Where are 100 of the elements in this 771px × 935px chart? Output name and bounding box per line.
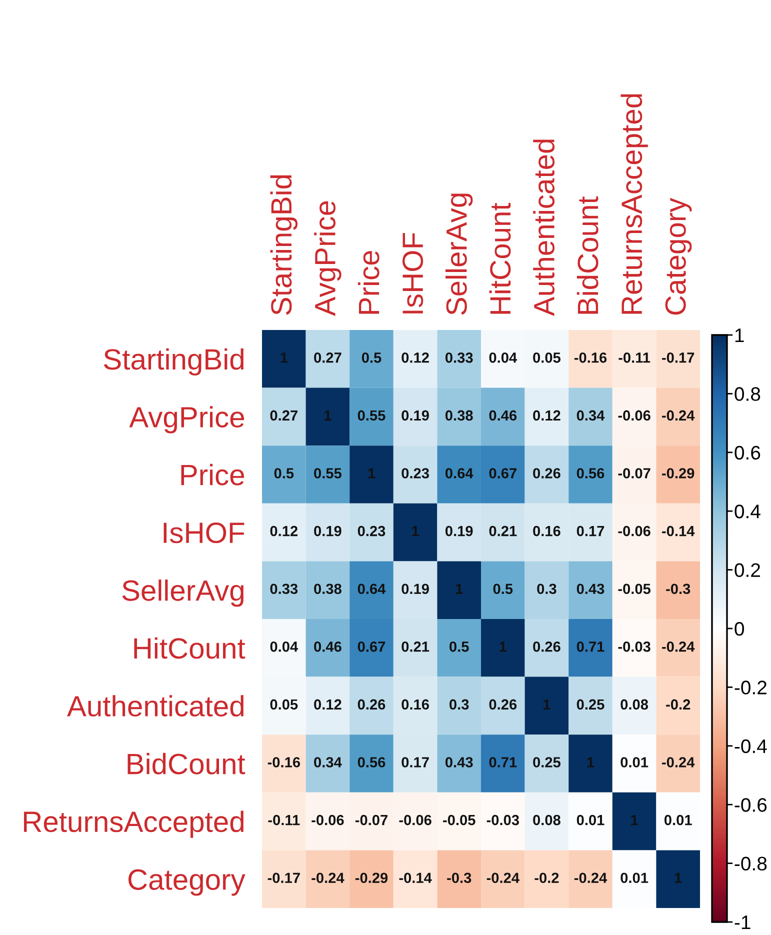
data-label: 1 [587,757,594,768]
data-label: 0.26 [533,468,560,478]
data-label: -0.3 [666,584,690,594]
data-label: -0.16 [268,757,300,768]
data-label: 0.26 [489,699,517,710]
data-label: 1 [631,815,638,826]
y-tick-label: SellerAvg [122,580,244,607]
data-label: -0.07 [355,814,388,826]
data-label: 0.16 [533,526,560,536]
data-label: 0.27 [314,352,342,363]
data-label: 0.67 [358,641,386,652]
data-label: 0.3 [450,699,469,710]
data-label: 0.71 [489,757,517,768]
y-tick-label: Authenticated [67,695,244,717]
x-tick-label: BidCount [576,196,598,314]
data-label: -0.29 [662,468,694,478]
data-label: 0.56 [576,468,604,478]
data-label: -0.03 [486,814,519,826]
data-label: -0.16 [574,352,607,363]
data-label: 0.3 [537,584,556,594]
data-label: 0.23 [358,526,386,536]
data-label: 0.21 [402,641,430,652]
x-tick-label: Authenticated [533,140,555,316]
data-label: 0.19 [314,526,342,536]
color-bar-label: -0.4 [734,739,767,754]
data-label: 0.17 [402,757,429,768]
x-tick-label: HitCount [489,202,511,314]
data-label: 0.5 [493,584,513,594]
data-label: 0.08 [533,814,560,826]
data-label: 0.64 [445,468,474,478]
data-label: 0.19 [402,584,429,594]
x-tick-label: AvgPrice [314,201,342,316]
data-label: 0.67 [489,468,516,478]
data-label: 0.27 [270,410,298,421]
y-tick-label: IsHOF [164,522,244,544]
color-bar-label: 0.2 [734,563,760,578]
y-tick-label: BidCount [128,752,246,774]
data-label: 1 [500,642,507,652]
data-label: 0.19 [402,410,429,421]
data-label: 0.04 [270,641,298,652]
data-label: 1 [544,699,550,710]
data-label: -0.24 [312,872,344,884]
data-label: 0.56 [358,757,386,768]
color-bar-label: 0.8 [734,387,760,401]
data-label: 0.38 [445,410,473,421]
data-label: 0.55 [358,410,386,421]
data-label: 0.23 [402,468,429,478]
data-label: 0.5 [274,468,294,478]
data-label: -0.14 [399,872,432,884]
color-bar-label: 0.6 [734,446,760,460]
data-label: -0.29 [355,872,388,884]
data-label: 1 [412,526,419,536]
y-tick-label: ReturnsAccepted [24,810,244,838]
data-label: 0.25 [533,757,560,768]
data-label: 0.43 [576,584,604,594]
data-label: 0.33 [270,584,298,594]
data-label: 0.46 [489,410,517,421]
data-label: 0.05 [533,352,560,363]
color-bar-label: -0.6 [734,798,767,812]
data-label: 0.34 [576,410,605,421]
data-label: 1 [324,410,332,420]
data-label: 0.16 [402,699,429,710]
data-label: -0.17 [268,872,300,884]
data-label: -0.06 [399,814,432,826]
data-label: 0.5 [450,641,469,652]
data-label: -0.24 [486,872,520,884]
data-label: -0.24 [662,757,695,768]
data-label: 0.55 [314,468,342,478]
data-label: 0.43 [445,757,473,768]
data-label: -0.11 [268,814,300,826]
data-label: 0.64 [358,584,386,594]
data-label: 0.34 [314,757,342,768]
y-tick-label: AvgPrice [129,406,244,434]
data-label: 0.71 [576,641,604,652]
data-label: -0.06 [312,814,344,826]
data-label: 0.04 [489,352,518,363]
data-label: 0.01 [576,814,604,826]
data-label: 0.17 [576,526,604,536]
data-label: 0.38 [314,584,342,594]
data-label: -0.3 [447,872,472,884]
data-label: 0.33 [445,352,473,363]
data-label: -0.14 [662,526,695,536]
x-tick-label: Price [358,250,380,314]
data-label: -0.11 [618,352,650,363]
data-label: 1 [456,584,463,594]
y-tick-label: HitCount [134,637,246,659]
data-label: 0.5 [362,352,382,363]
data-label: 0.08 [620,699,648,710]
data-label: 0.12 [533,410,560,421]
data-label: -0.2 [534,872,559,884]
data-label: -0.06 [618,526,650,536]
data-label: 0.21 [489,526,517,536]
data-label: 0.26 [358,699,386,710]
data-label: 0.01 [620,872,648,884]
data-label: 0.26 [533,641,560,652]
data-label: 1 [368,468,376,478]
x-tick-label: ReturnsAccepted [620,94,648,314]
x-tick-label: IsHOF [402,233,424,314]
data-label: 0.19 [445,526,473,536]
x-tick-label: Category [665,198,692,315]
